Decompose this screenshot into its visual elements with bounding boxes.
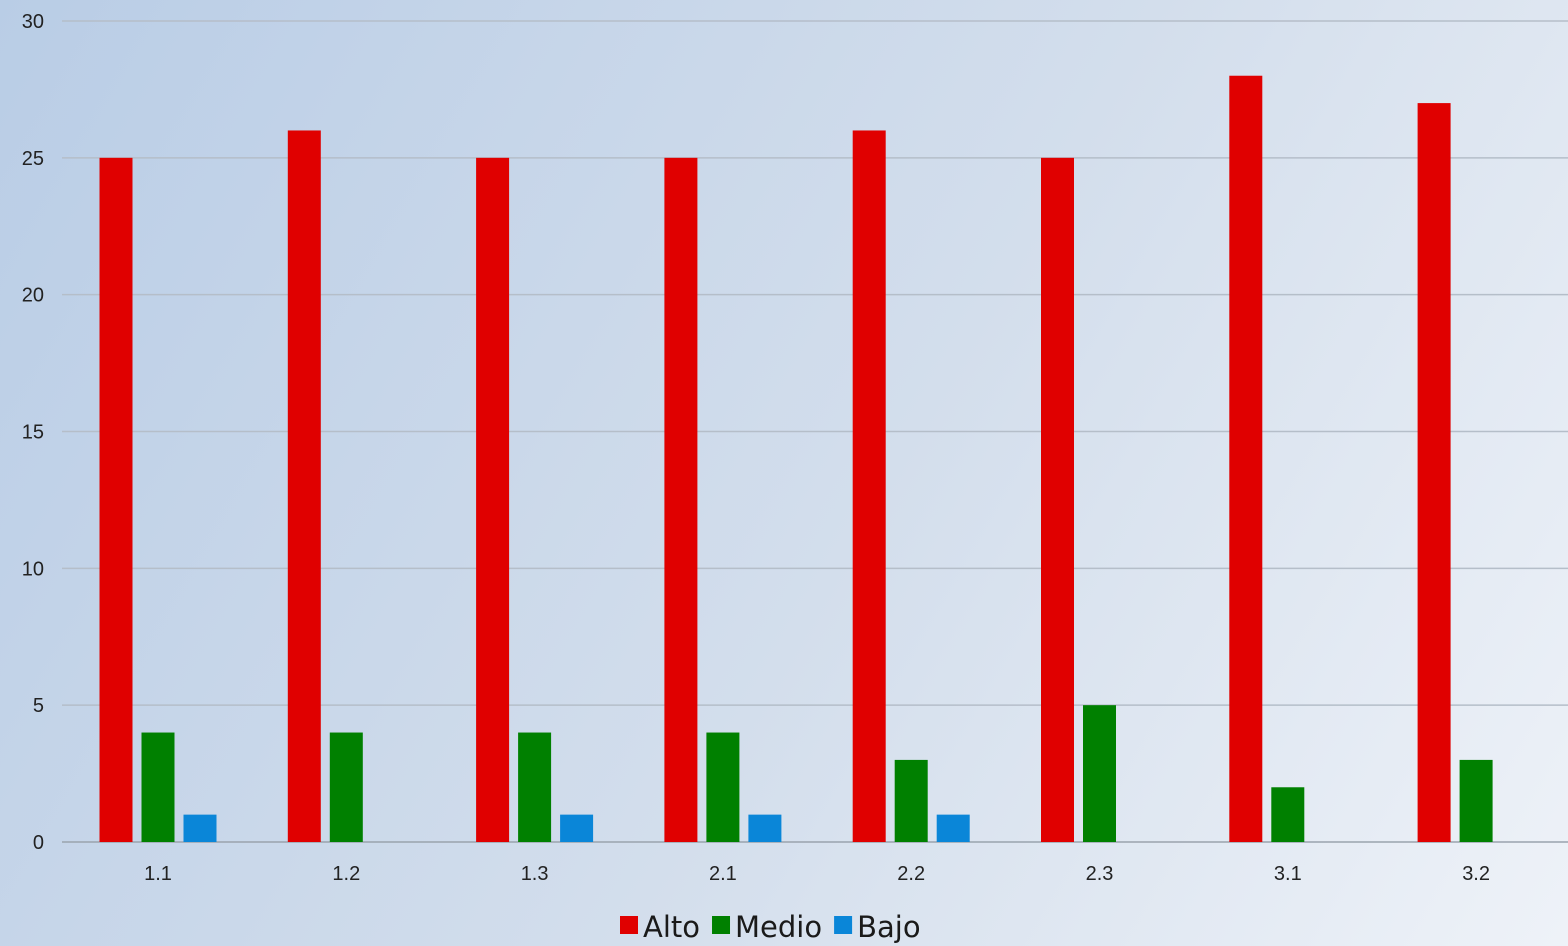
legend-swatch-medio [712,916,730,934]
x-tick-label: 3.2 [1462,863,1490,885]
y-axis-ticks: 0 5 10 15 20 25 30 [22,11,44,854]
x-tick-label: 1.2 [332,863,360,885]
x-tick-label: 2.2 [897,863,925,885]
x-tick-label: 2.3 [1086,863,1114,885]
bar-medio-2.1 [706,733,739,842]
legend-label-bajo: Bajo [857,910,920,944]
legend-swatch-alto [620,916,638,934]
legend-label-medio: Medio [735,910,822,944]
x-axis-ticks: 1.1 1.2 1.3 2.1 2.2 2.3 3.1 3.2 [144,863,1490,885]
bar-alto-3.1 [1229,76,1262,842]
legend: Alto Medio Bajo [620,910,921,944]
legend-swatch-bajo [834,916,852,934]
bar-medio-3.1 [1271,787,1304,842]
x-tick-label: 1.3 [521,863,549,885]
bar-medio-1.1 [142,733,175,842]
y-tick-label: 20 [22,285,44,307]
y-tick-label: 15 [22,422,44,444]
bar-bajo-1.1 [184,815,217,842]
bar-medio-2.2 [895,760,928,842]
bar-medio-2.3 [1083,705,1116,842]
y-tick-label: 25 [22,148,44,170]
legend-label-alto: Alto [643,910,700,944]
bar-medio-3.2 [1460,760,1493,842]
y-tick-label: 0 [33,832,44,854]
x-tick-label: 3.1 [1274,863,1302,885]
y-tick-label: 5 [33,695,44,717]
bar-alto-1.1 [100,158,133,842]
bar-bajo-2.2 [937,815,970,842]
bar-bajo-1.3 [560,815,593,842]
y-tick-label: 30 [22,11,44,33]
bars [100,76,1493,842]
bar-alto-3.2 [1418,103,1451,842]
x-tick-label: 1.1 [144,863,172,885]
bar-medio-1.3 [518,733,551,842]
bar-alto-1.3 [476,158,509,842]
bar-alto-1.2 [288,130,321,842]
bar-bajo-2.1 [748,815,781,842]
x-tick-label: 2.1 [709,863,737,885]
y-tick-label: 10 [22,558,44,580]
bar-medio-1.2 [330,733,363,842]
bar-alto-2.1 [664,158,697,842]
bar-alto-2.3 [1041,158,1074,842]
bar-alto-2.2 [853,130,886,842]
